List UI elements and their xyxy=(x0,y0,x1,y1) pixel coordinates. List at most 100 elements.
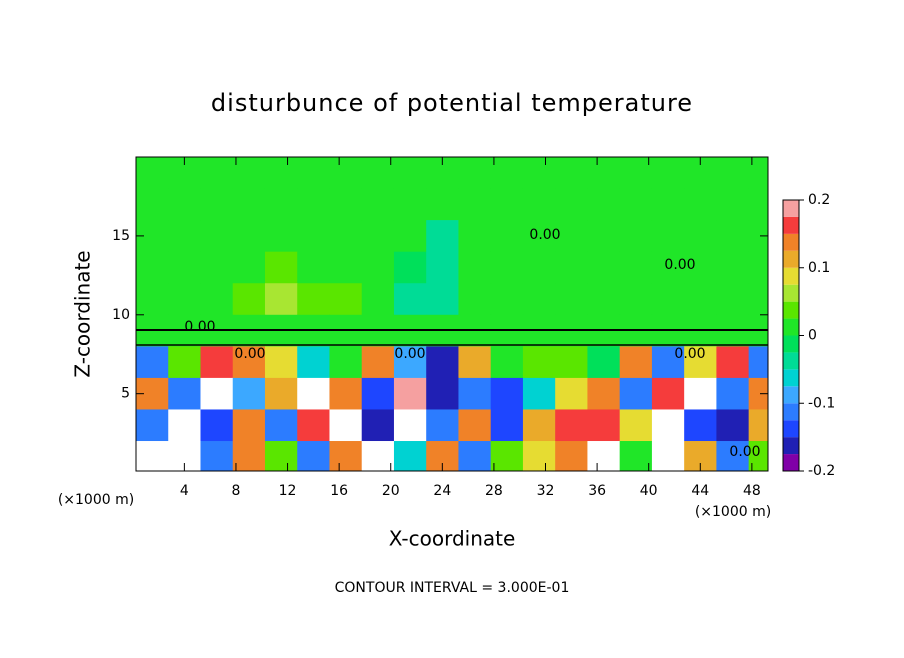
field-cell xyxy=(716,251,750,284)
field-cell xyxy=(522,251,556,284)
field-cell xyxy=(136,409,169,442)
field-cell xyxy=(393,157,427,190)
x-tick-label: 48 xyxy=(743,483,761,499)
colorbar-swatch xyxy=(783,369,799,387)
colorbar-tick-label: -0.1 xyxy=(808,395,835,411)
y-axis-label: Z-coordinate xyxy=(71,250,95,377)
field-cell xyxy=(490,409,524,442)
field-cell xyxy=(393,441,427,471)
field-cell xyxy=(522,377,556,410)
field-cell xyxy=(651,377,685,410)
field-cell xyxy=(361,251,395,284)
colorbar-swatch xyxy=(783,318,799,336)
colorbar-swatch xyxy=(783,335,799,353)
field-cell xyxy=(361,377,395,410)
chart-title: disturbunce of potential temperature xyxy=(211,89,693,117)
field-cell xyxy=(200,188,234,221)
field-cell xyxy=(329,220,363,253)
field-cell xyxy=(136,441,169,471)
field-cell xyxy=(426,220,459,253)
field-cell xyxy=(361,283,395,316)
field-cell xyxy=(393,409,427,442)
field-cell xyxy=(522,346,556,379)
colorbar-tick-label: 0.1 xyxy=(808,260,830,276)
field-cell xyxy=(264,220,298,253)
field-cell xyxy=(329,251,363,284)
field-cell xyxy=(264,377,298,410)
field-cell xyxy=(200,251,234,284)
field-cell xyxy=(619,157,653,190)
field-cell xyxy=(555,346,588,379)
field-cell xyxy=(619,409,653,442)
field-cell xyxy=(684,188,717,221)
colorbar-tick-label: -0.2 xyxy=(808,463,835,479)
field-cell xyxy=(555,377,588,410)
field-cell xyxy=(748,188,768,221)
x-unit-label: (×1000 m) xyxy=(695,504,771,520)
field-cell xyxy=(232,409,266,442)
contour-label: 0.00 xyxy=(664,257,695,273)
field-cell xyxy=(329,377,363,410)
field-cell xyxy=(748,409,768,442)
field-cell xyxy=(458,377,492,410)
field-cell xyxy=(426,283,459,316)
field-cell xyxy=(651,283,685,316)
x-tick-label: 40 xyxy=(640,483,658,499)
x-tick-label: 24 xyxy=(433,483,451,499)
field-cell xyxy=(619,188,653,221)
field-cell xyxy=(329,188,363,221)
field-cell xyxy=(168,377,201,410)
field-cell xyxy=(329,346,363,379)
colorbar-swatch xyxy=(783,200,799,217)
field-cell xyxy=(651,346,685,379)
field-cell xyxy=(651,220,685,253)
field-cell xyxy=(522,157,556,190)
field-cell xyxy=(587,251,621,284)
field-cell xyxy=(393,346,427,379)
field-cell xyxy=(748,377,768,410)
field-cell xyxy=(264,251,298,284)
colorbar-tick-label: 0 xyxy=(808,328,817,344)
field-cell xyxy=(748,251,768,284)
x-tick-label: 36 xyxy=(588,483,606,499)
contour-label: 0.00 xyxy=(729,444,760,460)
field-cell xyxy=(393,283,427,316)
field-cell xyxy=(619,377,653,410)
field-cell xyxy=(232,157,266,190)
field-cell xyxy=(426,188,459,221)
field-cell xyxy=(490,251,524,284)
field-cell xyxy=(748,441,768,471)
field-cell xyxy=(555,283,588,316)
field-cell xyxy=(200,283,234,316)
field-cell xyxy=(587,188,621,221)
x-tick-label: 4 xyxy=(180,483,189,499)
field-cell xyxy=(426,409,459,442)
x-tick-label: 16 xyxy=(330,483,348,499)
field-cell xyxy=(587,441,621,471)
field-cell xyxy=(490,220,524,253)
field-cell xyxy=(651,409,685,442)
field-cell xyxy=(458,251,492,284)
field-cell xyxy=(297,441,330,471)
field-cell xyxy=(136,346,169,379)
field-cell xyxy=(297,220,330,253)
field-cell xyxy=(651,157,685,190)
field-cell xyxy=(168,346,201,379)
field-cell xyxy=(136,188,169,221)
colorbar-swatch xyxy=(783,437,799,455)
colorbar-swatch xyxy=(783,233,799,251)
field-cell xyxy=(555,188,588,221)
field-cell xyxy=(651,441,685,471)
field-cell xyxy=(297,377,330,410)
colorbar-swatch xyxy=(783,284,799,302)
field-cell xyxy=(490,283,524,316)
field-cell xyxy=(232,220,266,253)
field-cell xyxy=(297,409,330,442)
field-cell xyxy=(264,409,298,442)
colorbar-swatch xyxy=(783,216,799,234)
field-cell xyxy=(297,157,330,190)
field-cell xyxy=(684,251,717,284)
field-cell xyxy=(136,283,169,316)
field-cell xyxy=(264,157,298,190)
field-cell xyxy=(361,441,395,471)
